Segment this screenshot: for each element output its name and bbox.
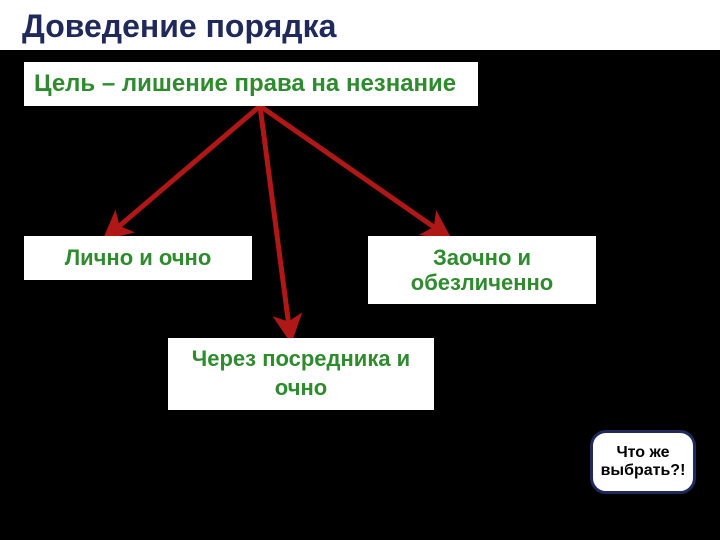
option-box-3: Через посредника и очно — [168, 338, 434, 410]
goal-text: Цель – лишение права на незнание — [34, 70, 456, 98]
goal-box: Цель – лишение права на незнание — [24, 62, 478, 106]
option-box-2: Заочно и обезличенно — [368, 236, 596, 304]
option-1-text: Лично и очно — [65, 245, 212, 271]
arrow-to-opt1 — [110, 106, 260, 234]
option-3-text: Через посредника и очно — [168, 345, 434, 402]
callout-bubble: Что же выбрать?! — [590, 430, 696, 494]
arrow-to-opt3 — [260, 106, 290, 334]
arrow-to-opt2 — [260, 106, 444, 234]
slide-title: Доведение порядка — [22, 8, 336, 45]
callout-text: Что же выбрать?! — [593, 444, 693, 479]
slide-root: Доведение порядка Цель – лишение права н… — [0, 0, 720, 540]
diagram-stage: Цель – лишение права на незнание Лично и… — [0, 50, 720, 540]
option-box-1: Лично и очно — [24, 236, 252, 280]
option-2-text: Заочно и обезличенно — [368, 245, 596, 296]
